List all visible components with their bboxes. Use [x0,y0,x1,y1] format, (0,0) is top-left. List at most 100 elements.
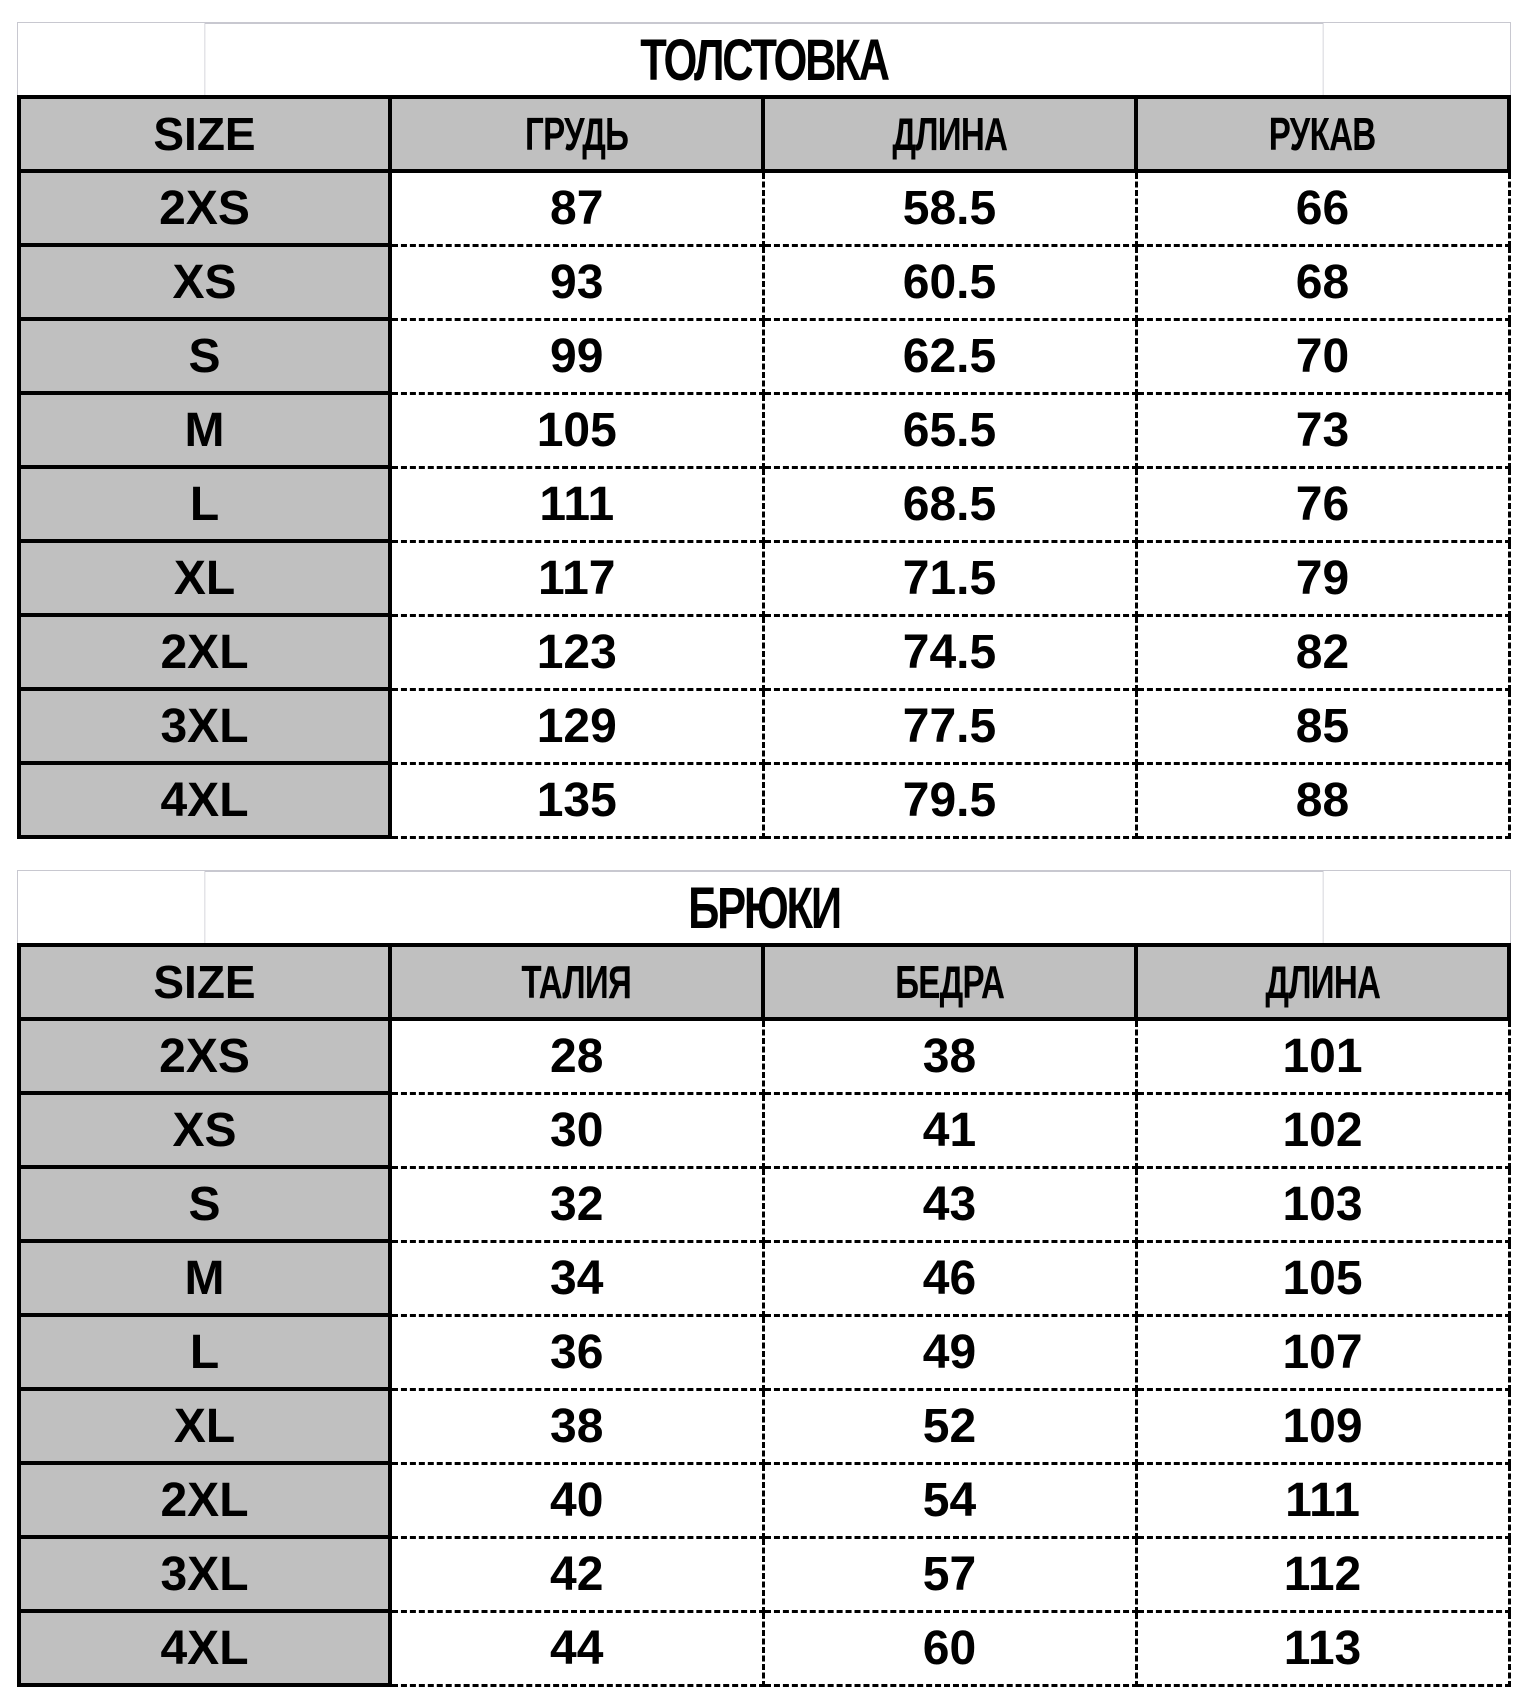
measurement-cell: 41 [763,1093,1138,1169]
table-title: БРЮКИ [204,871,1324,943]
size-cell: 2XL [17,1461,392,1539]
column-header: ДЛИНА [1134,943,1511,1021]
measurement-cell: 46 [763,1241,1138,1317]
size-cell: 2XS [17,1017,392,1095]
size-cell: 2XL [17,613,392,691]
measurement-cell: 68 [1136,245,1511,321]
measurement-cell: 93 [390,245,765,321]
measurement-cell: 32 [390,1167,765,1243]
measurement-cell: 85 [1136,689,1511,765]
measurement-cell: 105 [1136,1241,1511,1317]
measurement-cell: 62.5 [763,319,1138,395]
measurement-cell: 101 [1136,1019,1511,1095]
measurement-cell: 49 [763,1315,1138,1391]
measurement-cell: 123 [390,615,765,691]
column-header: РУКАВ [1134,95,1511,173]
measurement-cell: 38 [763,1019,1138,1095]
column-header-label: SIZE [153,956,256,1008]
measurement-cell: 129 [390,689,765,765]
measurement-cell: 112 [1136,1537,1511,1613]
measurement-cell: 88 [1136,763,1511,839]
size-cell: XL [17,1387,392,1465]
size-cell: 4XL [17,1609,392,1687]
column-header: ДЛИНА [761,95,1138,173]
table-title: ТОЛСТОВКА [204,23,1324,95]
measurement-cell: 40 [390,1463,765,1539]
column-header: ГРУДЬ [388,95,765,173]
table-row: 3XL 129 77.5 85 [17,687,1511,765]
measurement-cell: 76 [1136,467,1511,543]
column-header-label: ДЛИНА [892,108,1008,160]
measurement-cell: 36 [390,1315,765,1391]
measurement-cell: 111 [390,467,765,543]
measurement-cell: 60.5 [763,245,1138,321]
size-cell: M [17,1239,392,1317]
column-header-label: ГРУДЬ [524,108,629,160]
table-row: 2XS 28 38 101 [17,1017,1511,1095]
table-row: M 34 46 105 [17,1239,1511,1317]
table-row: 4XL 135 79.5 88 [17,761,1511,839]
size-cell: S [17,1165,392,1243]
table-row: S 32 43 103 [17,1165,1511,1243]
measurement-cell: 44 [390,1611,765,1687]
size-cell: L [17,465,392,543]
table-row: 2XL 40 54 111 [17,1461,1511,1539]
measurement-cell: 77.5 [763,689,1138,765]
table-row: M 105 65.5 73 [17,391,1511,469]
measurement-cell: 103 [1136,1167,1511,1243]
measurement-cell: 70 [1136,319,1511,395]
size-cell: XS [17,243,392,321]
measurement-cell: 99 [390,319,765,395]
measurement-cell: 57 [763,1537,1138,1613]
measurement-cell: 68.5 [763,467,1138,543]
measurement-cell: 111 [1136,1463,1511,1539]
table-row: 3XL 42 57 112 [17,1535,1511,1613]
table-row: L 36 49 107 [17,1313,1511,1391]
column-header-label: РУКАВ [1269,108,1376,160]
measurement-cell: 135 [390,763,765,839]
column-header-label: БЕДРА [895,956,1005,1008]
measurement-cell: 58.5 [763,171,1138,247]
column-header: SIZE [17,95,392,173]
measurement-cell: 54 [763,1463,1138,1539]
measurement-cell: 73 [1136,393,1511,469]
measurement-cell: 109 [1136,1389,1511,1465]
measurement-cell: 79.5 [763,763,1138,839]
size-cell: XL [17,539,392,617]
pants-size-table: SIZE ТАЛИЯ БЕДРА ДЛИНА 2XS 28 38 101 XS 30 41 102 S 3… [17,943,1511,1687]
measurement-cell: 43 [763,1167,1138,1243]
measurement-cell: 79 [1136,541,1511,617]
size-cell: XS [17,1091,392,1169]
size-cell: 2XS [17,169,392,247]
measurement-cell: 113 [1136,1611,1511,1687]
table-row: 2XS 87 58.5 66 [17,169,1511,247]
table-row: XL 117 71.5 79 [17,539,1511,617]
measurement-cell: 66 [1136,171,1511,247]
table-row: XS 93 60.5 68 [17,243,1511,321]
table-row: L 111 68.5 76 [17,465,1511,543]
table-row: S 99 62.5 70 [17,317,1511,395]
measurement-cell: 105 [390,393,765,469]
measurement-cell: 34 [390,1241,765,1317]
pants-size-table-block: БРЮКИ SIZE ТАЛИЯ БЕДРА ДЛИНА 2XS 28 38 101 XS 30 4… [17,870,1511,1687]
table-row: XS 30 41 102 [17,1091,1511,1169]
measurement-cell: 102 [1136,1093,1511,1169]
measurement-cell: 87 [390,171,765,247]
measurement-cell: 28 [390,1019,765,1095]
column-header-label: ДЛИНА [1265,956,1381,1008]
size-cell: S [17,317,392,395]
measurement-cell: 52 [763,1389,1138,1465]
measurement-cell: 71.5 [763,541,1138,617]
measurement-cell: 117 [390,541,765,617]
measurement-cell: 82 [1136,615,1511,691]
column-header-label: SIZE [153,108,256,160]
header-row: SIZE ТАЛИЯ БЕДРА ДЛИНА [17,943,1511,1021]
measurement-cell: 60 [763,1611,1138,1687]
column-header: БЕДРА [761,943,1138,1021]
measurement-cell: 30 [390,1093,765,1169]
measurement-cell: 38 [390,1389,765,1465]
header-row: SIZE ГРУДЬ ДЛИНА РУКАВ [17,95,1511,173]
size-cell: L [17,1313,392,1391]
measurement-cell: 65.5 [763,393,1138,469]
size-cell: 3XL [17,1535,392,1613]
